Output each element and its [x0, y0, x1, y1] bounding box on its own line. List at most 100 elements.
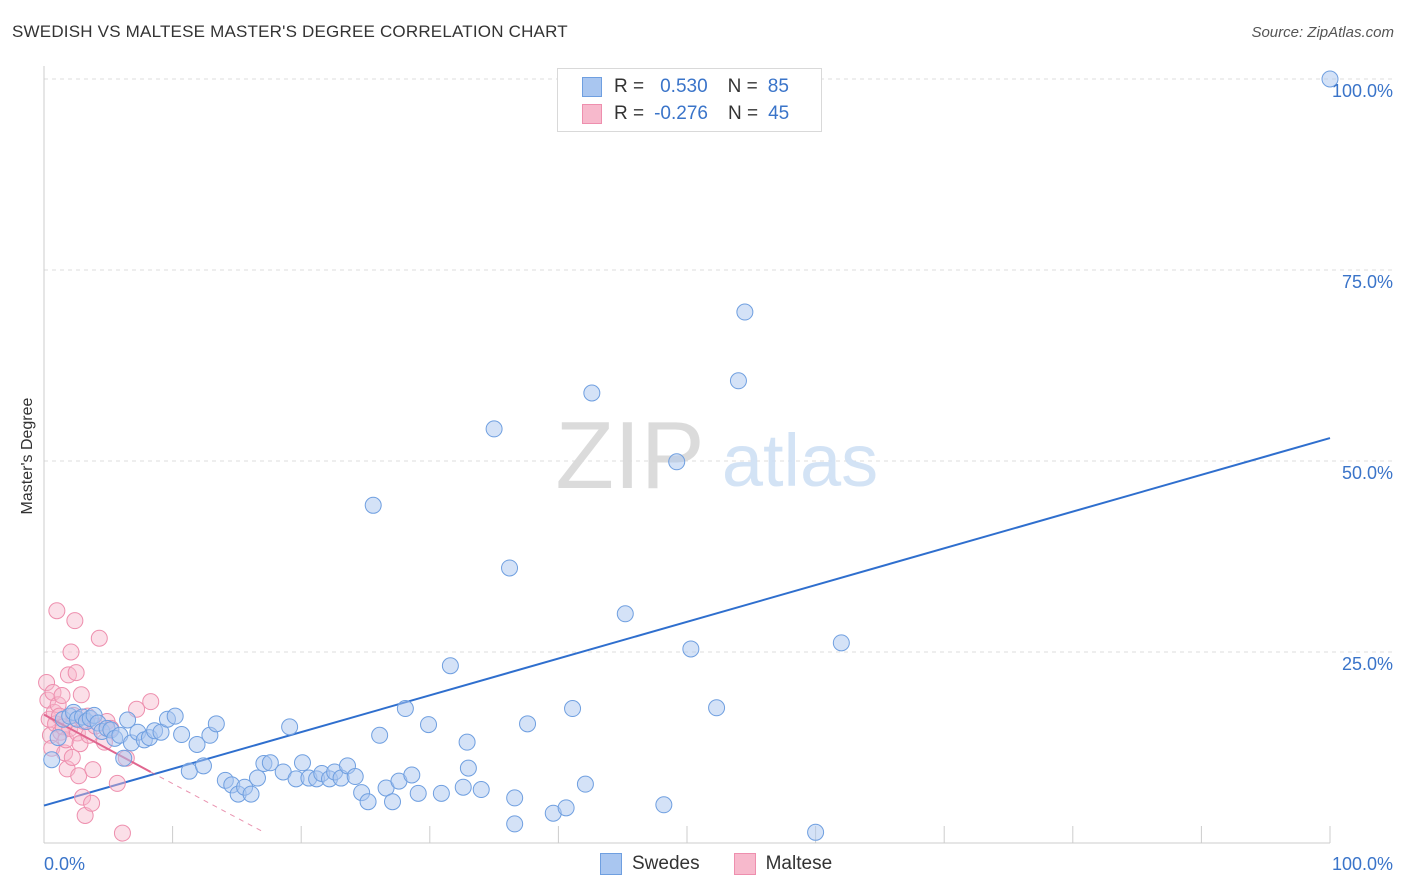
swedes-legend-swatch	[600, 853, 622, 875]
maltese-point[interactable]	[38, 674, 56, 692]
maltese-point[interactable]	[67, 664, 85, 682]
maltese-trend-extension	[150, 771, 263, 832]
swedes-point[interactable]	[668, 453, 686, 471]
watermark-atlas: atlas	[722, 419, 878, 502]
swedes-point[interactable]	[261, 754, 279, 772]
maltese-swatch	[582, 104, 602, 124]
swedes-point[interactable]	[832, 634, 850, 652]
swedes-point[interactable]	[564, 700, 582, 718]
swedes-point[interactable]	[807, 823, 825, 841]
swedes-point[interactable]	[557, 799, 575, 817]
r-label: R =	[614, 76, 645, 97]
swedes-point[interactable]	[616, 605, 634, 623]
tick-labels: 25.0% 50.0% 75.0% 100.0% 0.0% 100.0%	[44, 81, 1393, 874]
swedes-point[interactable]	[432, 784, 450, 802]
maltese-point[interactable]	[83, 794, 101, 812]
swedes-point[interactable]	[736, 303, 754, 321]
x-tick-label-max: 100.0%	[1332, 854, 1393, 874]
swedes-swatch	[582, 77, 602, 97]
maltese-legend-swatch	[733, 853, 756, 875]
swedes-point[interactable]	[501, 559, 519, 577]
swedes-point[interactable]	[506, 815, 524, 833]
y-tick-label: 100.0%	[1332, 81, 1393, 101]
swedes-point[interactable]	[420, 716, 438, 734]
swedes-point[interactable]	[708, 699, 726, 717]
swedes-r-value: 0.530	[660, 76, 708, 97]
swedes-point[interactable]	[49, 729, 67, 747]
chart-title: SWEDISH VS MALTESE MASTER'S DEGREE CORRE…	[12, 22, 568, 41]
swedes-point[interactable]	[207, 715, 225, 733]
maltese-point[interactable]	[113, 824, 131, 842]
legend-row-maltese: R = -0.276 N = 45	[582, 102, 789, 126]
maltese-point[interactable]	[84, 761, 102, 779]
legend-item-swedes[interactable]: Swedes	[600, 853, 700, 875]
swedes-point[interactable]	[576, 775, 594, 793]
swedes-point[interactable]	[346, 768, 364, 786]
swedes-point[interactable]	[248, 769, 266, 787]
y-tick-label: 25.0%	[1342, 654, 1393, 674]
swedes-point[interactable]	[729, 372, 747, 390]
watermark: ZIP atlas	[555, 402, 878, 509]
y-tick-label: 75.0%	[1342, 272, 1393, 292]
maltese-point[interactable]	[72, 686, 90, 704]
maltese-point[interactable]	[48, 602, 66, 620]
trend-lines	[43, 437, 1331, 832]
swedes-point[interactable]	[459, 759, 477, 777]
swedes-point[interactable]	[242, 785, 260, 803]
swedes-point[interactable]	[655, 796, 673, 814]
gridlines	[44, 78, 1392, 653]
swedes-point[interactable]	[293, 754, 311, 772]
series-legend: Swedes Maltese	[600, 852, 866, 876]
swedes-point[interactable]	[458, 733, 476, 751]
maltese-point[interactable]	[53, 687, 71, 705]
maltese-point[interactable]	[62, 643, 80, 661]
swedes-point[interactable]	[188, 735, 206, 753]
maltese-point[interactable]	[66, 612, 84, 630]
maltese-point[interactable]	[108, 774, 126, 792]
swedes-point[interactable]	[281, 718, 299, 736]
maltese-point[interactable]	[63, 748, 81, 766]
source-label: Source: ZipAtlas.com	[1251, 24, 1394, 41]
swedes-point[interactable]	[173, 726, 191, 744]
swedes-n-value: 85	[767, 76, 789, 97]
y-tick-label: 50.0%	[1342, 463, 1393, 483]
swedes-point[interactable]	[396, 700, 414, 718]
legend-item-maltese[interactable]: Maltese	[733, 853, 832, 875]
swedes-point[interactable]	[194, 757, 212, 775]
swedes-point[interactable]	[506, 789, 524, 807]
swedes-point[interactable]	[119, 711, 137, 729]
swedes-point[interactable]	[166, 707, 184, 725]
swedes-point[interactable]	[364, 496, 382, 514]
stats-legend: R = 0.530 N = 85 R = -0.276 N = 45	[557, 68, 822, 132]
maltese-point[interactable]	[90, 629, 108, 647]
swedes-point[interactable]	[485, 420, 503, 438]
swedes-point[interactable]	[180, 762, 198, 780]
swedes-point[interactable]	[583, 384, 601, 402]
swedes-point[interactable]	[682, 640, 700, 658]
swedes-point[interactable]	[115, 749, 133, 767]
legend-swedes-label: Swedes	[632, 853, 700, 874]
legend-row-swedes: R = 0.530 N = 85	[582, 75, 789, 99]
swedes-point[interactable]	[409, 784, 427, 802]
maltese-point[interactable]	[142, 693, 160, 711]
swedes-point[interactable]	[371, 726, 389, 744]
swedes-point[interactable]	[441, 657, 459, 675]
swedes-point[interactable]	[454, 778, 472, 796]
n-label: N =	[727, 76, 758, 97]
maltese-point[interactable]	[70, 767, 88, 785]
maltese-r-value: -0.276	[654, 103, 708, 124]
swedes-point[interactable]	[43, 751, 61, 769]
swedes-trend-line	[43, 437, 1331, 807]
swedes-points	[43, 70, 1339, 841]
swedes-point[interactable]	[359, 793, 377, 811]
swedes-point[interactable]	[472, 781, 490, 799]
swedes-point[interactable]	[519, 715, 537, 733]
swedes-point[interactable]	[384, 793, 402, 811]
swedes-point[interactable]	[1321, 70, 1339, 88]
swedes-point[interactable]	[403, 766, 421, 784]
n-label: N =	[727, 103, 759, 124]
x-tick-label-min: 0.0%	[44, 854, 85, 874]
r-label: R =	[614, 103, 645, 124]
maltese-point[interactable]	[74, 788, 92, 806]
